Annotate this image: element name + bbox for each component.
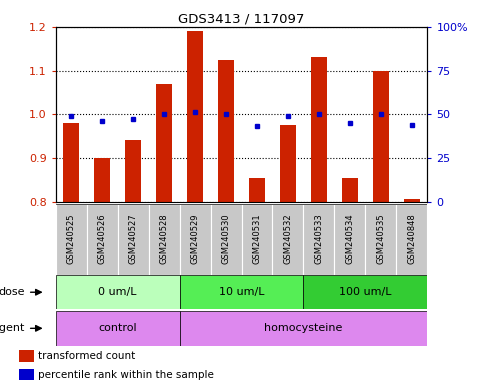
Bar bbox=[94, 158, 110, 202]
Text: dose: dose bbox=[0, 287, 25, 297]
Bar bbox=[311, 58, 327, 202]
Bar bbox=[156, 84, 172, 202]
Bar bbox=[187, 31, 203, 202]
Bar bbox=[373, 71, 389, 202]
Text: percentile rank within the sample: percentile rank within the sample bbox=[39, 369, 214, 379]
Text: GSM240848: GSM240848 bbox=[408, 214, 416, 265]
Text: transformed count: transformed count bbox=[39, 351, 136, 361]
Bar bbox=[272, 204, 303, 275]
Bar bbox=[404, 199, 420, 202]
Bar bbox=[249, 177, 265, 202]
Bar bbox=[19, 369, 34, 380]
Text: GSM240528: GSM240528 bbox=[159, 214, 169, 264]
Bar bbox=[56, 204, 86, 275]
Bar bbox=[342, 177, 358, 202]
Bar bbox=[63, 123, 79, 202]
Text: GSM240529: GSM240529 bbox=[190, 214, 199, 264]
Bar bbox=[56, 311, 180, 346]
Bar bbox=[180, 311, 427, 346]
Bar bbox=[211, 204, 242, 275]
Text: 0 um/L: 0 um/L bbox=[98, 287, 137, 297]
Bar bbox=[242, 204, 272, 275]
Text: GSM240527: GSM240527 bbox=[128, 214, 138, 264]
Text: GSM240532: GSM240532 bbox=[284, 214, 293, 264]
Bar bbox=[397, 204, 427, 275]
Text: GSM240533: GSM240533 bbox=[314, 214, 324, 265]
Text: homocysteine: homocysteine bbox=[264, 323, 342, 333]
Bar bbox=[334, 204, 366, 275]
Bar bbox=[303, 204, 334, 275]
Bar bbox=[303, 275, 427, 309]
Bar bbox=[180, 275, 303, 309]
Text: GSM240530: GSM240530 bbox=[222, 214, 230, 264]
Bar bbox=[218, 60, 234, 202]
Bar bbox=[149, 204, 180, 275]
Text: GSM240534: GSM240534 bbox=[345, 214, 355, 264]
Bar bbox=[180, 204, 211, 275]
Bar bbox=[86, 204, 117, 275]
Bar bbox=[125, 141, 141, 202]
Text: GSM240525: GSM240525 bbox=[67, 214, 75, 264]
Bar bbox=[280, 125, 296, 202]
Text: GSM240535: GSM240535 bbox=[376, 214, 385, 264]
Title: GDS3413 / 117097: GDS3413 / 117097 bbox=[178, 13, 305, 26]
Bar bbox=[56, 275, 180, 309]
Text: agent: agent bbox=[0, 323, 25, 333]
Text: 100 um/L: 100 um/L bbox=[339, 287, 392, 297]
Bar bbox=[19, 351, 34, 362]
Text: control: control bbox=[98, 323, 137, 333]
Bar bbox=[117, 204, 149, 275]
Text: GSM240526: GSM240526 bbox=[98, 214, 107, 264]
Text: GSM240531: GSM240531 bbox=[253, 214, 261, 264]
Bar bbox=[366, 204, 397, 275]
Text: 10 um/L: 10 um/L bbox=[219, 287, 264, 297]
